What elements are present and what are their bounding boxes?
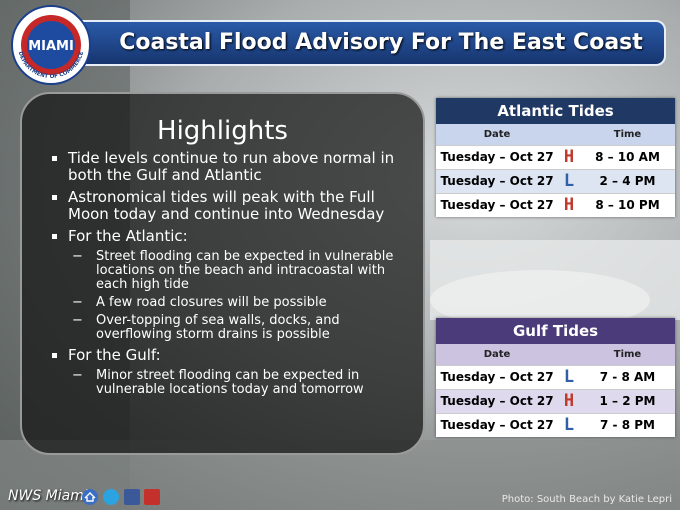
facebook-icon[interactable] (124, 489, 140, 505)
column-spacer (558, 344, 580, 365)
twitter-icon[interactable] (103, 489, 119, 505)
column-label: Time (613, 349, 642, 360)
time-cell: 1 – 2 PM (599, 394, 656, 408)
date-cell: Tuesday – Oct 27 (440, 394, 554, 408)
tide-table: Atlantic Tides Date Time Tuesday – Oct 27 H 8… (436, 98, 675, 217)
highlight-item: For the Atlantic: Street flooding can be … (68, 228, 413, 342)
sub-item: Street flooding can be expected in vulne… (72, 250, 413, 292)
column-label: Time (613, 129, 642, 140)
table-row: Tuesday – Oct 27 L 7 - 8 AM (436, 365, 675, 389)
highlight-item: Tide levels continue to run above normal… (68, 150, 413, 184)
date-cell: Tuesday – Oct 27 (440, 370, 554, 384)
home-icon[interactable] (82, 489, 98, 505)
time-cell: 8 – 10 PM (595, 198, 660, 212)
highlights-title: Highlights (157, 116, 288, 146)
youtube-icon[interactable] (144, 489, 160, 505)
title-banner: Coastal Flood Advisory For The East Coas… (62, 20, 666, 66)
highlights-panel: Highlights Tide levels continue to run a… (20, 92, 425, 455)
table-row: Tuesday – Oct 27 H 8 – 10 AM (436, 145, 675, 169)
time-cell: 7 - 8 PM (600, 418, 655, 432)
column-spacer (558, 124, 580, 145)
footer-brand: NWS Miami (8, 488, 88, 504)
tide-table: Gulf Tides Date Time Tuesday – Oct 27 L 7 - 8… (436, 318, 675, 437)
table-row: Tuesday – Oct 27 L 2 – 4 PM (436, 169, 675, 193)
column-label: Date (483, 129, 511, 140)
highlight-item: Astronomical tides will peak with the Fu… (68, 189, 413, 223)
tide-cell: L (563, 367, 575, 387)
table-row: Tuesday – Oct 27 H 8 – 10 PM (436, 193, 675, 217)
logo-center: MIAMI (28, 39, 74, 54)
nws-logo: NATIONAL WEATHER SERVICE DEPARTMENT OF C… (10, 4, 91, 85)
photo-credit: Photo: South Beach by Katie Lepri (501, 494, 672, 505)
highlight-text: Tide levels continue to run above normal… (68, 149, 395, 184)
tide-cell: H (563, 391, 575, 411)
table-row: Tuesday – Oct 27 L 7 - 8 PM (436, 413, 675, 437)
tide-cell: L (563, 415, 575, 435)
tide-cell: H (563, 195, 575, 215)
page-title: Coastal Flood Advisory For The East Coas… (119, 30, 643, 55)
column-label: Date (483, 349, 511, 360)
highlight-text: For the Gulf: (68, 346, 161, 364)
social-icons (82, 489, 160, 505)
time-cell: 2 – 4 PM (599, 174, 656, 188)
tide-cell: H (563, 147, 575, 167)
column-header: Date Time (436, 124, 675, 145)
sub-item: Over-topping of sea walls, docks, and ov… (72, 314, 413, 342)
highlight-text: For the Atlantic: (68, 227, 188, 245)
sub-list: Minor street flooding can be expected in… (68, 369, 413, 397)
date-cell: Tuesday – Oct 27 (440, 418, 554, 432)
table-row: Tuesday – Oct 27 H 1 – 2 PM (436, 389, 675, 413)
sub-item: A few road closures will be possible (72, 296, 413, 311)
time-cell: 8 – 10 AM (595, 150, 660, 164)
highlights-list: Tide levels continue to run above normal… (22, 150, 423, 397)
time-cell: 7 - 8 AM (599, 370, 656, 384)
highlight-text: Astronomical tides will peak with the Fu… (68, 188, 385, 223)
column-header: Date Time (436, 344, 675, 365)
date-cell: Tuesday – Oct 27 (440, 198, 554, 212)
table-title: Gulf Tides (436, 318, 675, 344)
sub-list: Street flooding can be expected in vulne… (68, 250, 413, 342)
date-cell: Tuesday – Oct 27 (440, 150, 554, 164)
tide-cell: L (563, 171, 575, 191)
date-cell: Tuesday – Oct 27 (440, 174, 554, 188)
table-title: Atlantic Tides (436, 98, 675, 124)
highlight-item: For the Gulf: Minor street flooding can b… (68, 347, 413, 397)
sub-item: Minor street flooding can be expected in… (72, 369, 413, 397)
